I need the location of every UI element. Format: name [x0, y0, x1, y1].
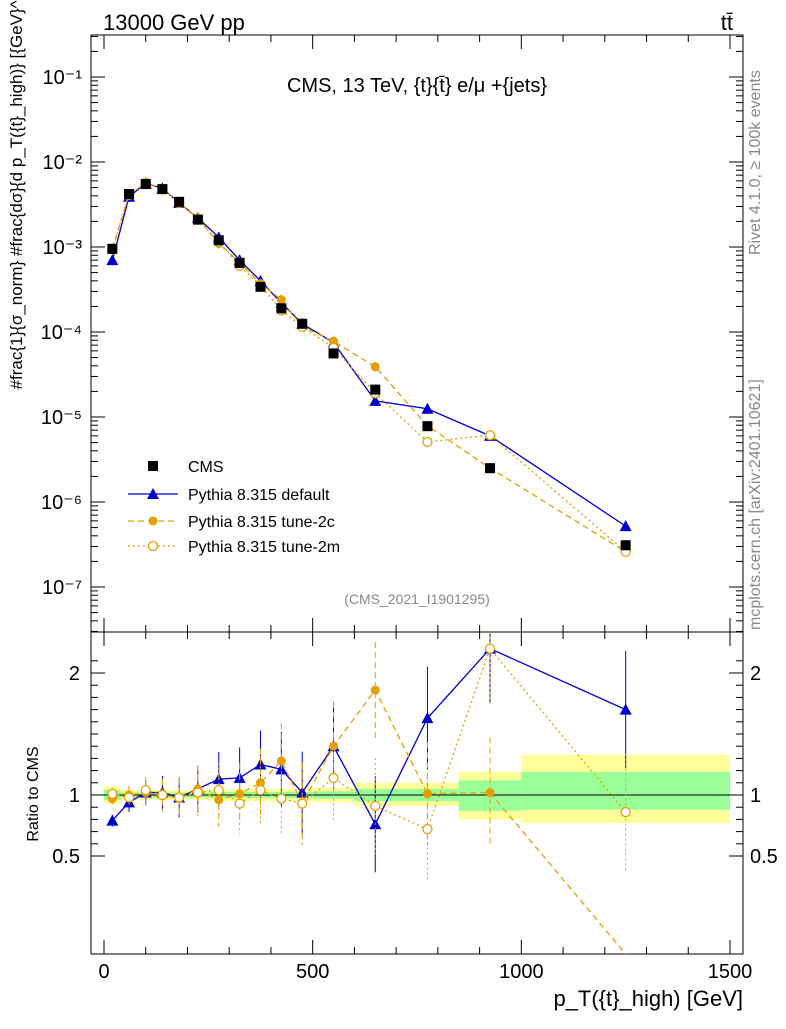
main-point-0-10	[297, 318, 308, 329]
main-point-0-8	[255, 281, 266, 292]
ratio-ytick-label-left-1: 1	[69, 785, 80, 807]
ratio-ytick-label-left-0: 0.5	[52, 846, 80, 868]
chart-title: CMS, 13 TeV, {t}{t̄} e/μ +{jets}	[287, 75, 547, 97]
main-point-1-15	[619, 520, 632, 532]
ratio-point-2-0	[107, 788, 118, 799]
main-point-1-13	[421, 402, 434, 414]
ratio-ytick-label-right-2: 2	[750, 663, 761, 685]
mcplots-label: mcplots.cern.ch [arXiv:2401.10621]	[747, 379, 764, 630]
uncertainty-bands	[91, 754, 743, 824]
main-point-0-2	[140, 179, 151, 190]
main-point-1-12	[369, 394, 382, 406]
main-point-1-0	[106, 254, 119, 266]
main-ytick-label-2: 10⁻²	[43, 152, 83, 174]
ratio-point-2-10	[297, 798, 308, 809]
legend-label-3: Pythia 8.315 tune-2m	[188, 539, 340, 556]
main-point-0-3	[157, 184, 168, 195]
main-point-0-1	[124, 189, 135, 200]
legend-marker-3	[147, 540, 159, 552]
ratio-point-2-8	[255, 784, 266, 796]
main-ytick-label-3: 10⁻³	[43, 237, 83, 259]
ratio-y-axis-label: Ratio to CMS	[25, 746, 42, 841]
header-left-label: 13000 GeV pp	[103, 10, 245, 35]
legend-label-0: CMS	[188, 459, 224, 476]
main-point-0-14	[485, 463, 496, 474]
ratio-point-1-11	[329, 741, 339, 751]
ratio-point-2-3	[157, 789, 168, 801]
x-tick-label-2: 1000	[499, 961, 544, 983]
ratio-point-1-12	[370, 685, 380, 695]
ratio-ytick-label-right-1: 1	[750, 785, 761, 807]
ratio-point-2-11	[328, 772, 339, 784]
x-tick-label-3: 1500	[708, 961, 753, 983]
axis-ticks	[91, 35, 743, 954]
ratio-point-1-9	[276, 756, 286, 766]
ratio-ytick-label-right-0: 0.5	[750, 846, 778, 868]
main-ytick-label-6: 10⁻⁶	[41, 492, 82, 514]
ratio-plot-frame	[90, 631, 744, 955]
ratio-point-2-4	[173, 792, 185, 803]
legend-label-1: Pythia 8.315 default	[188, 487, 330, 504]
ratio-point-0-15	[619, 703, 632, 715]
band-green-6	[521, 771, 730, 810]
main-point-0-15	[620, 540, 631, 551]
main-point-0-11	[328, 348, 339, 359]
main-line-3	[111, 182, 627, 553]
ratio-point-0-0	[106, 814, 119, 826]
ratio-point-2-13	[422, 824, 433, 835]
ratio-point-2-6	[213, 784, 224, 796]
main-ytick-label-4: 10⁻⁴	[41, 322, 82, 344]
ratio-point-2-2	[140, 784, 151, 796]
legend-label-2: Pythia 8.315 tune-2c	[188, 514, 335, 531]
axis-tick-labels: 0 500 1000 1500 10⁻⁷ 10⁻⁶ 10⁻⁵ 10⁻⁴ 10⁻³ 10⁻² 10⁻¹…	[41, 67, 778, 983]
main-point-0-6	[213, 235, 224, 246]
main-series-layer	[106, 177, 632, 557]
ratio-series-layer	[106, 632, 632, 955]
ratio-point-2-9	[276, 793, 287, 804]
x-tick-label-1: 500	[296, 961, 329, 983]
legend-marker-0	[148, 461, 158, 471]
ratio-ytick-label-left-2: 2	[69, 663, 80, 685]
main-ytick-label-5: 10⁻⁵	[41, 407, 82, 429]
legend-marker-1	[147, 488, 159, 499]
main-point-0-9	[276, 303, 287, 314]
main-ytick-label-7: 10⁻⁷	[42, 577, 82, 599]
main-y-axis-label: #frac{1}{σ_norm} #frac{dσ}{d p_T({t}_hig…	[7, 0, 26, 389]
x-axis-label: p_T({t}_high) [GeV]	[553, 986, 743, 1011]
main-point-0-12	[370, 384, 381, 395]
main-point-0-4	[174, 196, 185, 207]
x-tick-label-0: 0	[98, 961, 109, 983]
main-point-0-13	[422, 421, 433, 432]
ratio-point-2-15	[620, 806, 631, 818]
main-point-2-9	[276, 295, 286, 305]
ratio-point-2-12	[370, 800, 381, 812]
ratio-line-1	[112, 688, 627, 955]
header-right-label: tt̄	[721, 10, 733, 35]
ratio-point-2-7	[234, 798, 245, 809]
legend-marker-2	[148, 516, 158, 526]
main-line-2	[111, 182, 627, 553]
ratio-point-1-14	[485, 788, 495, 798]
ratio-point-0-10	[296, 786, 309, 798]
analysis-watermark: (CMS_2021_I1901295)	[344, 591, 490, 607]
main-point-3-14	[484, 430, 496, 441]
rivet-version-label: Rivet 4.1.0, ≥ 100k events	[747, 70, 764, 255]
legend: CMS Pythia 8.315 default Pythia 8.315 tune…	[128, 459, 340, 556]
main-point-0-5	[192, 214, 203, 225]
main-point-3-13	[422, 436, 433, 448]
main-ytick-label-1: 10⁻¹	[43, 67, 83, 89]
main-point-0-7	[234, 257, 245, 268]
ratio-point-2-14	[484, 643, 496, 654]
main-point-0-0	[107, 243, 118, 254]
ratio-point-0-13	[421, 712, 434, 724]
main-point-2-12	[370, 362, 380, 372]
ratio-line-0	[111, 647, 626, 826]
ratio-point-2-5	[192, 787, 204, 798]
ratio-point-2-1	[123, 792, 135, 803]
